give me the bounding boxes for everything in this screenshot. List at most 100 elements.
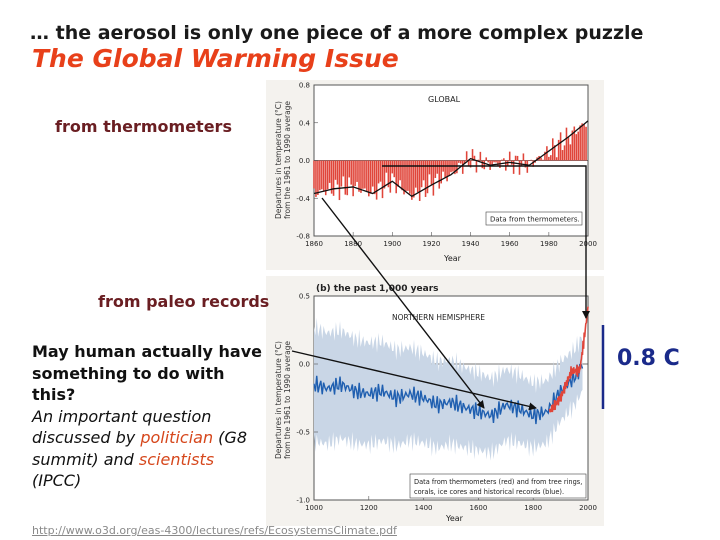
global-y-label-1: Departures in temperature (°C) xyxy=(274,101,283,219)
global-bar xyxy=(497,160,499,166)
nh-legend-line-1: Data from thermometers (red) and from tr… xyxy=(414,478,582,486)
global-bar xyxy=(338,160,341,201)
question-italic-3: (IPCC) xyxy=(32,471,82,490)
global-bar xyxy=(414,160,417,188)
nh-y-label-2: from the 1961 to 1990 average xyxy=(283,341,292,459)
global-bar xyxy=(366,160,368,192)
nh-uncertainty-band xyxy=(314,317,583,461)
global-bar xyxy=(577,131,579,161)
global-bar xyxy=(352,160,354,197)
global-bar xyxy=(551,138,554,161)
global-bar xyxy=(391,160,394,174)
nh-paleo-line xyxy=(313,363,584,425)
anomaly-label: 0.8 C xyxy=(617,346,680,371)
global-bar xyxy=(522,153,525,161)
global-bar xyxy=(389,160,392,193)
global-bar xyxy=(493,160,495,163)
global-bar xyxy=(377,160,380,184)
global-bar xyxy=(321,160,323,190)
global-bar xyxy=(328,160,331,183)
global-bar xyxy=(424,160,427,197)
nh-y-label-1: Departures in temperature (°C) xyxy=(274,341,283,459)
global-x-tick-label: 1920 xyxy=(423,240,441,248)
global-bar xyxy=(428,160,431,175)
nh-thermometer-line xyxy=(548,306,589,413)
question-bold: May human actually have something to do … xyxy=(32,342,262,404)
global-bar xyxy=(395,160,397,194)
global-bar xyxy=(512,160,515,174)
global-bar xyxy=(416,160,419,193)
global-y-tick-label: 0.0 xyxy=(299,157,310,165)
global-bar xyxy=(313,160,315,189)
question-scientists: scientists xyxy=(138,449,215,469)
slide-title: The Global Warming Issue xyxy=(32,44,399,73)
global-x-tick-label: 1900 xyxy=(383,240,401,248)
global-bar xyxy=(458,160,460,163)
nh-x-tick-label: 1200 xyxy=(360,504,378,512)
global-smoothed-line xyxy=(313,120,589,198)
nh-chart: (b) the past 1,000 years -1.0-0.50.00.5 … xyxy=(274,284,597,523)
nh-x-ticks: 1000 1200 1400 1600 1800 2000 xyxy=(305,496,597,512)
global-bar xyxy=(342,160,345,177)
global-bar xyxy=(334,160,337,180)
global-bar xyxy=(530,159,533,161)
global-bar xyxy=(315,160,317,197)
global-bar xyxy=(585,126,587,161)
global-y-label-2: from the 1961 to 1990 average xyxy=(283,101,292,219)
source-link[interactable]: http://www.o3d.org/eas-4300/lectures/ref… xyxy=(32,524,397,537)
nh-panel-title: (b) the past 1,000 years xyxy=(316,284,439,294)
global-bar xyxy=(373,160,376,195)
global-bar xyxy=(567,136,570,161)
global-x-tick-label: 1880 xyxy=(344,240,362,248)
global-bar xyxy=(508,151,511,161)
global-bar xyxy=(354,160,356,186)
nh-y-tick-label: 0.5 xyxy=(299,293,310,301)
global-bar xyxy=(485,157,488,161)
global-bar xyxy=(340,160,343,187)
global-bar xyxy=(434,160,437,178)
nh-y-ticks: -1.0 -0.5 0.0 0.5 xyxy=(296,293,318,505)
global-bar xyxy=(532,160,534,167)
global-bar xyxy=(364,160,366,189)
global-bar xyxy=(403,160,405,195)
global-bar xyxy=(381,160,384,199)
global-x-label: Year xyxy=(443,254,462,263)
global-bar xyxy=(360,160,362,193)
global-bar xyxy=(487,160,489,163)
global-bar xyxy=(348,160,351,178)
global-bar xyxy=(344,160,347,195)
global-legend-box xyxy=(485,211,583,226)
global-bar xyxy=(465,151,468,161)
global-bar xyxy=(448,160,450,176)
global-x-tick-label: 1860 xyxy=(305,240,323,248)
global-bar xyxy=(546,146,548,161)
global-bar xyxy=(518,160,521,175)
question-politician: politician xyxy=(140,428,214,447)
nh-x-label: Year xyxy=(445,514,464,523)
global-bar xyxy=(491,160,493,166)
global-bar xyxy=(330,160,333,194)
nh-x-tick-label: 2000 xyxy=(579,504,597,512)
global-bar xyxy=(469,160,472,168)
global-bar xyxy=(555,157,558,161)
global-bar xyxy=(356,160,358,182)
global-bar xyxy=(346,160,349,196)
global-bar xyxy=(516,155,519,161)
global-panel-label: GLOBAL xyxy=(428,95,461,104)
global-bar xyxy=(326,160,329,190)
global-bar xyxy=(319,160,321,191)
global-y-ticks: -0.8 -0.4 0.0 0.4 0.8 xyxy=(296,82,318,241)
global-bar xyxy=(420,160,423,188)
global-bar xyxy=(413,160,415,198)
global-bar xyxy=(440,160,442,184)
global-bar xyxy=(544,151,546,161)
global-bar xyxy=(460,160,462,164)
global-bar xyxy=(418,160,421,201)
global-bar xyxy=(407,160,409,191)
nh-y-tick-label: -0.5 xyxy=(296,429,310,437)
nh-legend-box xyxy=(409,473,587,499)
global-bar xyxy=(383,160,386,189)
global-bar xyxy=(350,160,352,185)
global-bar xyxy=(542,159,544,161)
global-bar xyxy=(358,160,360,192)
